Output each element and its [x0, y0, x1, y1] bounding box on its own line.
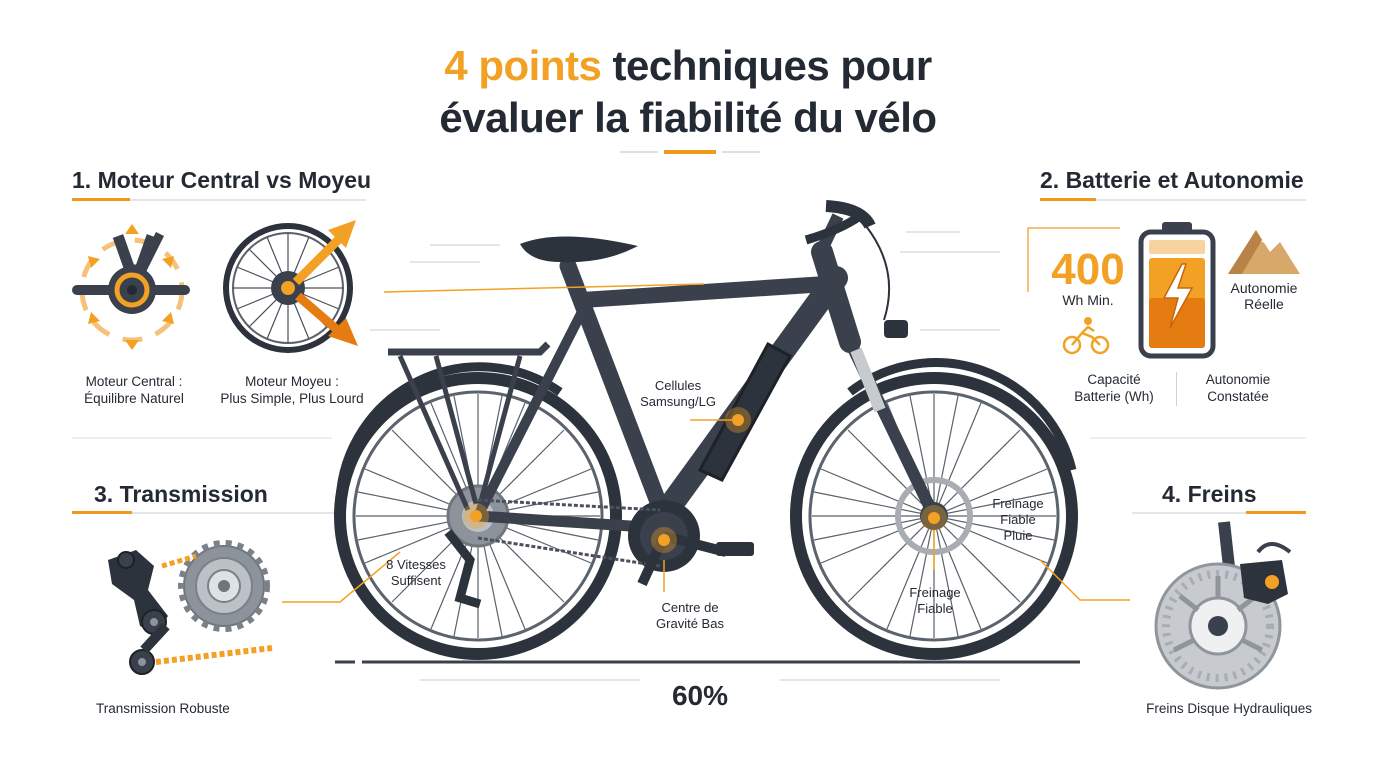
brake-rain-callout: Freinage Fiable Pluie	[992, 496, 1044, 543]
motor-bottom-rule	[72, 437, 332, 439]
hotspots	[463, 407, 947, 553]
cells-callout: Cellules Samsung/LG	[640, 378, 716, 409]
range-label: Autonomie Réelle	[1230, 280, 1298, 312]
bottom-value: 60%	[671, 680, 729, 711]
disc-brake-icon	[1154, 521, 1292, 690]
page-title: 4 points techniques pour	[0, 40, 1376, 92]
derailleur-icon	[108, 540, 273, 675]
transmission-heading: 3. Transmission	[94, 481, 268, 507]
center-gravity-callout: Centre de Gravité Bas	[656, 600, 724, 631]
transmission-caption: Transmission Robuste	[96, 701, 230, 716]
title-accent: 4 points	[444, 42, 602, 89]
battery-heading: 2. Batterie et Autonomie	[1040, 167, 1304, 193]
brakes-caption: Freins Disque Hydrauliques	[1146, 701, 1312, 716]
battery-divider	[1176, 372, 1177, 406]
brakes-rule	[1132, 511, 1306, 514]
central-motor-icon	[72, 224, 190, 350]
battery-rule	[1040, 198, 1306, 201]
gears-callout: 8 Vitesses Suffisent	[386, 557, 446, 588]
central-motor-caption: Moteur Central : Équilibre Naturel	[84, 374, 184, 406]
battery-capacity-value: 400	[1051, 245, 1125, 294]
mountain-icon	[1228, 230, 1300, 274]
battery-icon	[1138, 222, 1216, 359]
motor-heading: 1. Moteur Central vs Moyeu	[72, 167, 372, 193]
cyclist-icon	[1062, 317, 1110, 355]
range-caption: Autonomie Constatée	[1205, 372, 1271, 404]
title-rest: techniques pour	[601, 42, 932, 89]
brakes-heading: 4. Freins	[1162, 481, 1257, 507]
page-title-line2: évaluer la fiabilité du vélo	[439, 94, 937, 141]
battery-bottom-rule	[1090, 437, 1306, 439]
transmission-rule	[72, 511, 338, 514]
title-divider	[620, 150, 760, 154]
battery-capacity-unit: Wh Min.	[1062, 292, 1114, 308]
hub-motor-caption: Moteur Moyeu : Plus Simple, Plus Lourd	[220, 374, 364, 406]
motor-rule	[72, 198, 366, 201]
hub-motor-icon	[223, 220, 358, 353]
capacity-caption: Capacité Batterie (Wh)	[1074, 372, 1154, 404]
battery-frame-lines	[1027, 227, 1120, 292]
brake-callout: Freinage Fiable	[909, 585, 961, 616]
